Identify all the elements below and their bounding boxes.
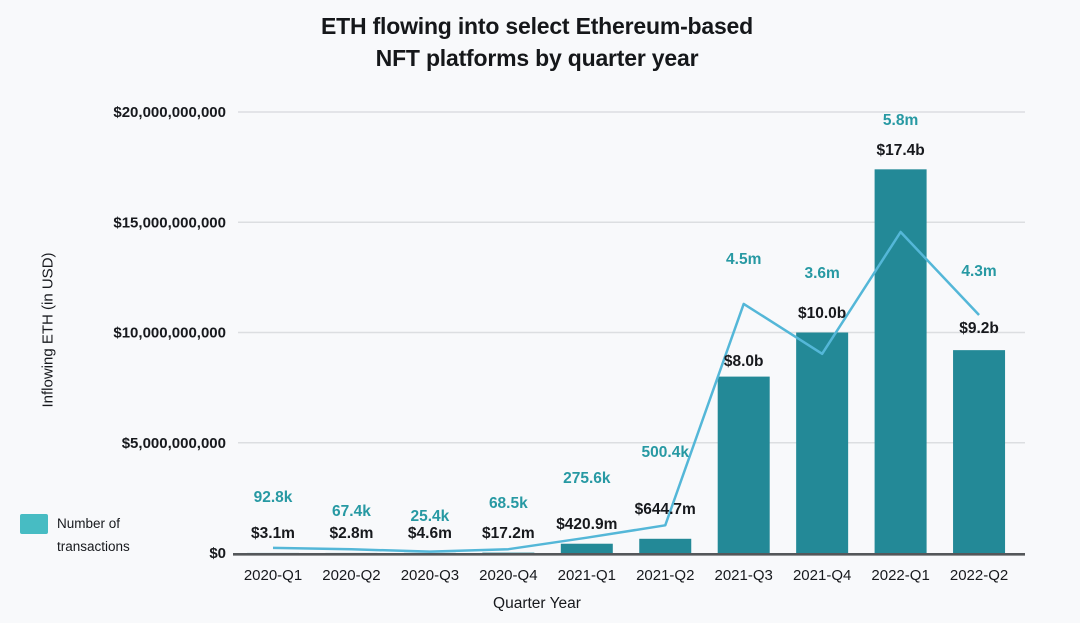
- y-axis-tick: $20,000,000,000: [113, 104, 226, 121]
- transactions-value-label: 92.8k: [254, 489, 293, 506]
- transactions-value-label: 67.4k: [332, 503, 371, 520]
- y-axis-tick: $0: [209, 545, 226, 562]
- bar: [953, 350, 1006, 553]
- x-axis-tick: 2022-Q1: [871, 567, 929, 584]
- x-axis-tick: 2021-Q3: [715, 567, 773, 584]
- bar-value-label: $4.6m: [408, 525, 452, 542]
- chart-title: ETH flowing into select Ethereum-based N…: [0, 10, 1074, 74]
- x-axis-title: Quarter Year: [493, 595, 581, 612]
- x-axis-tick: 2021-Q1: [558, 567, 616, 584]
- bar-value-label: $9.2b: [959, 320, 999, 337]
- transactions-value-label: 25.4k: [411, 508, 450, 525]
- bar-value-label: $420.9m: [556, 516, 617, 533]
- y-axis-tick: $5,000,000,000: [122, 435, 226, 452]
- chart-title-line1: ETH flowing into select Ethereum-based: [320, 13, 754, 39]
- bar-value-label: $8.0b: [724, 353, 764, 370]
- bar-value-label: $10.0b: [798, 305, 846, 322]
- transactions-value-label: 275.6k: [563, 470, 611, 487]
- x-axis-tick: 2022-Q2: [950, 567, 1008, 584]
- bar-value-label: $2.8m: [329, 525, 373, 542]
- bar: [560, 543, 613, 553]
- transactions-value-label: 3.6m: [804, 265, 839, 282]
- transactions-value-label: 500.4k: [642, 444, 690, 461]
- bar-value-label: $17.4b: [876, 142, 924, 159]
- transactions-value-label: 4.3m: [961, 263, 996, 280]
- legend-label: Number of transactions: [57, 512, 130, 558]
- x-axis-tick: 2020-Q2: [322, 567, 380, 584]
- x-axis-tick: 2021-Q2: [636, 567, 694, 584]
- bar-value-label: $644.7m: [635, 501, 696, 518]
- legend: Number of transactions: [20, 512, 130, 558]
- transactions-value-label: 68.5k: [489, 495, 528, 512]
- x-axis-tick: 2020-Q1: [244, 567, 302, 584]
- transactions-value-label: 5.8m: [883, 112, 918, 129]
- x-axis-tick: 2021-Q4: [793, 567, 851, 584]
- y-axis-tick: $10,000,000,000: [113, 325, 226, 342]
- bar-value-label: $3.1m: [251, 525, 295, 542]
- bar: [874, 169, 927, 553]
- y-axis-tick: $15,000,000,000: [113, 214, 226, 231]
- bar: [796, 332, 849, 553]
- x-axis-tick: 2020-Q3: [401, 567, 459, 584]
- bar: [639, 538, 692, 553]
- legend-label-line1: Number of: [57, 516, 121, 531]
- bar-value-label: $17.2m: [482, 525, 535, 542]
- x-axis-tick: 2020-Q4: [479, 567, 537, 584]
- transactions-line: [272, 230, 980, 553]
- chart-title-line2: NFT platforms by quarter year: [375, 45, 699, 71]
- transactions-value-label: 4.5m: [726, 251, 761, 268]
- legend-swatch-icon: [20, 514, 48, 534]
- legend-label-line2: transactions: [57, 539, 130, 554]
- bar: [717, 376, 770, 553]
